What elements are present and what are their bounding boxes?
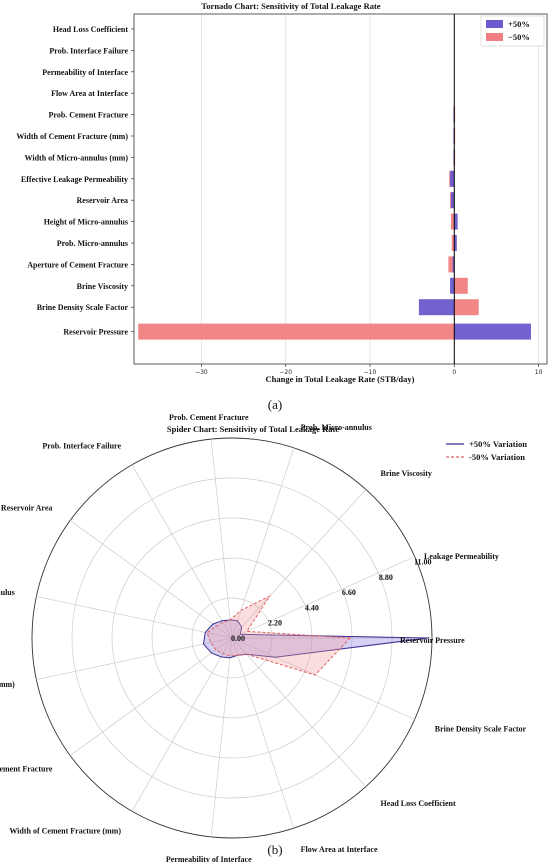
spider-spoke [231, 556, 415, 639]
spider-spoke [231, 489, 367, 639]
tornado-x-tick-label: 0 [452, 369, 456, 376]
tornado-legend-swatch-plus [486, 20, 503, 28]
spider-axis-label: Brine Viscosity [381, 469, 432, 478]
tornado-category-label: Prob. Micro-annulus [57, 239, 128, 248]
tornado-legend: +50% −50% [480, 15, 545, 47]
spider-spoke [231, 637, 367, 787]
spider-spoke [69, 520, 233, 639]
spider-axis-label: Brine Density Scale Factor [435, 724, 527, 733]
tornado-title: Tornado Chart: Sensitivity of Total Leak… [201, 1, 380, 11]
tornado-bar-minus [451, 235, 455, 251]
tornado-category-label: Head Loss Coefficient [53, 25, 128, 34]
spider-spoke [36, 637, 233, 680]
tornado-category-label: Reservoir Area [77, 196, 128, 205]
spider-axis-label: Prob. Cement Fracture [169, 413, 249, 422]
spider-radial-tick-label: 6.60 [342, 588, 356, 597]
tornado-category-label: Height of Micro-annulus [44, 218, 128, 227]
spider-axis-label: Permeability of Interface [166, 855, 252, 862]
tornado-x-tick-label: 10 [535, 369, 543, 376]
spider-axis-label: Width of Cement Fracture (mm) [9, 826, 121, 835]
tornado-bar-minus [138, 323, 455, 340]
spider-radial-tick-label: 2.20 [268, 619, 282, 628]
tornado-x-tick-label: −30 [195, 369, 208, 376]
spider-legend-label-minus: -50% Variation [469, 452, 525, 462]
spider-spoke [69, 637, 233, 756]
tornado-category-label: Prob. Cement Fracture [49, 111, 129, 120]
spider-series [202, 594, 429, 676]
tornado-legend-label-minus: −50% [508, 32, 530, 42]
spider-spoke [131, 637, 233, 812]
tornado-gridlines [201, 14, 539, 364]
tornado-category-label: Effective Leakage Permeability [21, 175, 128, 184]
spider-axis-label: Reservoir Pressure [400, 636, 465, 645]
spider-legend-label-plus: +50% Variation [469, 439, 527, 449]
spider-axis-label: Leakage Permeability [424, 552, 499, 561]
tornado-category-label: Width of Micro-annulus (mm) [25, 153, 129, 162]
spider-grid [31, 437, 433, 839]
tornado-x-tick-label: −10 [364, 369, 377, 376]
tornado-bar-minus [454, 299, 479, 316]
tornado-bars [138, 106, 531, 340]
spider-spoke [231, 637, 415, 720]
tornado-bar-plus [454, 323, 531, 340]
tornado-bar-plus [450, 170, 455, 187]
spider-radial-tick-label: 11.00 [414, 557, 432, 566]
spider-title: Spider Chart: Sensitivity of Total Leaka… [167, 424, 339, 434]
spider-radial-tick-label: 4.40 [305, 603, 319, 612]
spider-spoke [131, 464, 233, 639]
tornado-plot-frame [133, 13, 548, 365]
spider-chart: Spider Chart: Sensitivity of Total Leaka… [0, 413, 527, 862]
tornado-bar-plus [418, 299, 455, 316]
tornado-category-label: Permeability of Interface [42, 68, 128, 77]
spider-axis-label: Aperture of Cement Fracture [0, 764, 53, 773]
spider-spoke [231, 637, 295, 829]
tornado-bar-plus [450, 192, 455, 209]
spider-axis-label: Head Loss Coefficient [381, 799, 456, 808]
tornado-category-label: Reservoir Pressure [63, 328, 128, 337]
spider-radial-tick-label: 0.00 [231, 634, 245, 643]
spider-radial-ticks: 0.00 2.20 4.40 6.60 8.80 11.00 [231, 557, 432, 643]
tornado-bar-minus [448, 256, 455, 273]
spider-axis-labels: Reservoir Pressure Leakage Permeability Br… [0, 413, 527, 862]
tornado-category-label: Brine Viscosity [77, 282, 128, 291]
caption-b: (b) [267, 842, 282, 857]
tornado-chart: Tornado Chart: Sensitivity of Total Leak… [16, 1, 548, 412]
spider-axis-label: Prob. Micro-annulus [301, 423, 372, 432]
tornado-bar-plus [452, 256, 455, 273]
tornado-category-labels: Head Loss Coefficient Prob. Interface Fai… [16, 25, 134, 337]
spider-area-minus [207, 596, 351, 675]
tornado-bar-plus [450, 277, 455, 294]
tornado-category-label: Width of Cement Fracture (mm) [16, 132, 128, 141]
spider-axis-label: Flow Area at Interface [301, 845, 378, 854]
spider-axis-label: Reservoir Area [1, 504, 52, 513]
spider-axis-label: Prob. Interface Failure [42, 442, 121, 451]
tornado-x-ticks: −30 −20 −10 0 10 [195, 364, 543, 376]
tornado-x-tick-label: −20 [279, 369, 292, 376]
tornado-bar-minus [454, 277, 468, 294]
tornado-legend-swatch-minus [486, 33, 503, 41]
tornado-legend-label-plus: +50% [508, 19, 530, 29]
tornado-category-label: Prob. Interface Failure [49, 46, 128, 55]
spider-area-plus [203, 619, 429, 658]
tornado-bar-plus [454, 235, 457, 251]
tornado-category-label: Flow Area at Interface [51, 89, 128, 98]
tornado-bar-minus [450, 213, 455, 230]
caption-a: (a) [268, 397, 282, 412]
spider-line-minus [206, 594, 352, 676]
tornado-bar-plus [454, 213, 458, 230]
tornado-category-label: Brine Density Scale Factor [37, 303, 129, 312]
spider-spoke [231, 447, 295, 639]
spider-axis-label: Height of Micro-annulus [0, 588, 15, 597]
spider-spoke [210, 637, 233, 837]
spider-spoke [36, 596, 233, 639]
spider-spoke [210, 439, 233, 639]
spider-axis-label: Width of Micro-annulus (mm) [0, 680, 15, 689]
spider-legend: +50% Variation -50% Variation [446, 439, 527, 462]
spider-radial-tick-label: 8.80 [379, 573, 393, 582]
tornado-x-axis-label: Change in Total Leakage Rate (STB/day) [265, 374, 414, 384]
tornado-category-label: Aperture of Cement Fracture [27, 260, 128, 269]
